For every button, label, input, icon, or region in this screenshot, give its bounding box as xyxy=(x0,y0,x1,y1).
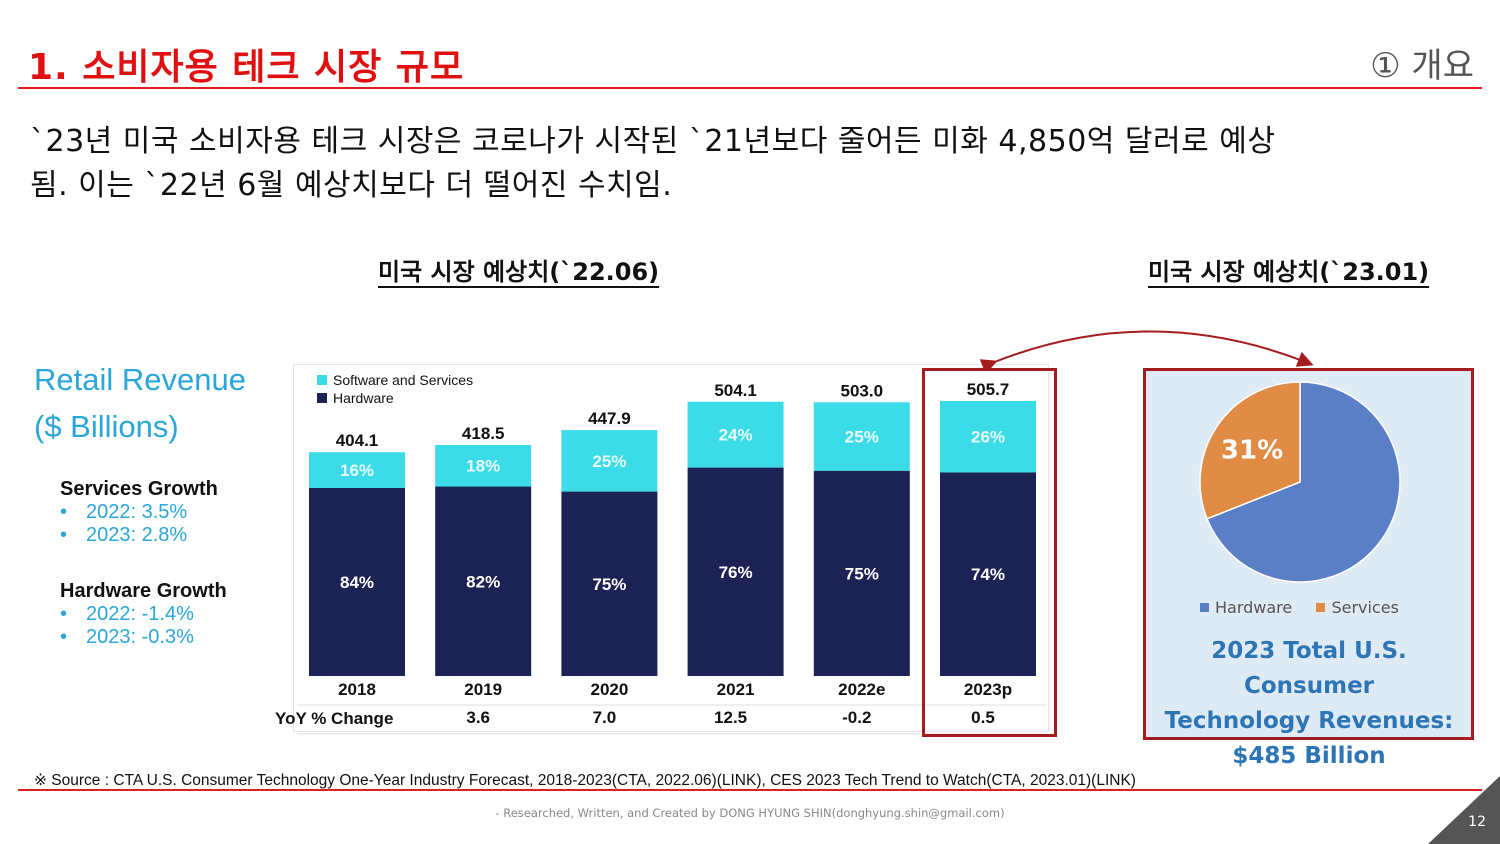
services-growth-heading: Services Growth xyxy=(60,478,218,500)
hardware-growth-item: • 2022: -1.4% xyxy=(60,603,194,625)
pie-legend-services: Services xyxy=(1331,598,1399,617)
x-tick-label: 2023p xyxy=(964,680,1012,699)
x-tick-label: 2022e xyxy=(838,680,885,699)
x-tick-label: 2019 xyxy=(464,680,502,699)
comparison-arrow xyxy=(979,330,1314,370)
services-swatch-icon xyxy=(1316,603,1326,612)
highlight-box-2023p xyxy=(922,368,1057,737)
retail-revenue-title-line2: ($ Billions) xyxy=(34,409,179,444)
summary-line-2: 됨. 이는 `22년 6월 예상치보다 더 떨어진 수치임. xyxy=(30,168,673,203)
services-share-label: 25% xyxy=(845,428,879,447)
yoy-change-value: 0.5 xyxy=(971,708,995,727)
author-credit: - Researched, Written, and Created by DO… xyxy=(495,806,1005,820)
yoy-row-label: YoY % Change xyxy=(275,709,393,728)
bar-total-label: 505.7 xyxy=(967,380,1010,399)
yoy-change-value: 3.6 xyxy=(466,708,490,727)
hardware-share-label: 75% xyxy=(845,564,879,583)
services-share-label: 26% xyxy=(971,428,1005,447)
bar-services xyxy=(309,452,405,489)
bar-total-label: 418.5 xyxy=(462,424,505,443)
hardware-swatch-icon xyxy=(1200,603,1209,612)
pie-legend-hardware: Hardware xyxy=(1215,598,1293,617)
hardware-share-label: 82% xyxy=(466,572,500,591)
summary-line-1: `23년 미국 소비자용 테크 시장은 코로나가 시작된 `21년보다 줄어든 … xyxy=(30,124,1276,159)
hardware-share-label: 84% xyxy=(340,573,374,592)
title-divider xyxy=(18,87,1482,89)
bar-hardware xyxy=(940,472,1036,676)
hardware-share-label: 75% xyxy=(592,575,626,594)
summary-text: `23년 미국 소비자용 테크 시장은 코로나가 시작된 `21년보다 줄어든 … xyxy=(30,120,1470,208)
retail-revenue-title-line1: Retail Revenue xyxy=(34,362,246,397)
bar-total-label: 447.9 xyxy=(588,409,631,428)
pie-caption-line2: Technology Revenues: xyxy=(1164,708,1454,734)
source-citation: ※ Source : CTA U.S. Consumer Technology … xyxy=(34,772,1136,789)
pie-caption: 2023 Total U.S. Consumer Technology Reve… xyxy=(1146,634,1472,774)
bar-hardware xyxy=(813,470,910,676)
hardware-growth-heading: Hardware Growth xyxy=(60,580,227,602)
x-tick-label: 2020 xyxy=(590,680,628,699)
pie-slice-label: 31% xyxy=(1221,435,1283,465)
pie-slice-hardware xyxy=(1206,381,1401,583)
retail-revenue-title: Retail Revenue ($ Billions) xyxy=(34,356,246,450)
page-title: 1. 소비자용 테크 시장 규모 xyxy=(28,47,465,88)
bar-services xyxy=(687,401,784,468)
bar-services xyxy=(435,444,532,487)
services-growth-block: Services Growth • 2022: 3.5% • 2023: 2.8% xyxy=(60,478,218,547)
services-share-label: 25% xyxy=(592,452,626,471)
bar-total-label: 503.0 xyxy=(841,381,884,400)
bar-hardware xyxy=(687,467,784,676)
hardware-share-label: 76% xyxy=(719,563,753,582)
bar-total-label: 404.1 xyxy=(336,431,379,450)
yoy-change-value: -0.2 xyxy=(842,708,871,727)
page-number: 12 xyxy=(1468,814,1486,830)
footer-divider xyxy=(18,789,1482,791)
x-tick-label: 2018 xyxy=(338,680,376,699)
services-growth-item: • 2022: 3.5% xyxy=(60,501,188,523)
subhead-2022-forecast: 미국 시장 예상치(`22.06) xyxy=(378,258,660,286)
pie-caption-line3: $485 Billion xyxy=(1232,743,1386,769)
services-growth-item: • 2023: 2.8% xyxy=(60,524,188,546)
x-tick-label: 2021 xyxy=(717,680,755,699)
bar-hardware xyxy=(435,486,532,676)
yoy-change-value: 12.5 xyxy=(714,708,747,727)
stacked-bar-chart: Software and Services Hardware 84% 16% 404.1… xyxy=(275,372,1047,735)
legend-label: Software and Services xyxy=(333,372,473,388)
services-share-label: 18% xyxy=(466,457,500,476)
legend-swatch-icon xyxy=(317,375,327,385)
bar-total-label: 504.1 xyxy=(714,381,757,400)
bullet-icon: • xyxy=(60,626,68,648)
bullet-icon: • xyxy=(60,524,68,546)
hardware-growth-block: Hardware Growth • 2022: -1.4% • 2023: -0.3… xyxy=(60,580,227,649)
services-share-label: 24% xyxy=(719,426,753,445)
pie-chart: 31% xyxy=(1199,381,1401,583)
subhead-2023-forecast: 미국 시장 예상치(`23.01) xyxy=(1148,258,1430,286)
legend-swatch-icon xyxy=(317,393,327,403)
bullet-icon: • xyxy=(60,603,68,625)
legend-label: Hardware xyxy=(333,390,394,406)
pie-slice-services xyxy=(1199,381,1301,520)
page-corner-triangle xyxy=(1428,776,1500,844)
hardware-growth-item: • 2023: -0.3% xyxy=(60,626,194,648)
yoy-change-value: 7.0 xyxy=(593,708,617,727)
services-share-label: 16% xyxy=(340,461,374,480)
bar-services xyxy=(813,402,910,471)
pie-caption-line1: 2023 Total U.S. Consumer xyxy=(1211,638,1407,699)
section-tag: ① 개요 xyxy=(1370,46,1474,86)
bar-services xyxy=(940,400,1036,473)
bar-services xyxy=(561,430,658,492)
pie-legend: Hardware Services xyxy=(1200,598,1399,617)
bar-hardware xyxy=(561,491,658,676)
double-arrow-icon xyxy=(979,330,1314,370)
bar-hardware xyxy=(309,488,405,676)
hardware-share-label: 74% xyxy=(971,565,1005,584)
bullet-icon: • xyxy=(60,501,68,523)
